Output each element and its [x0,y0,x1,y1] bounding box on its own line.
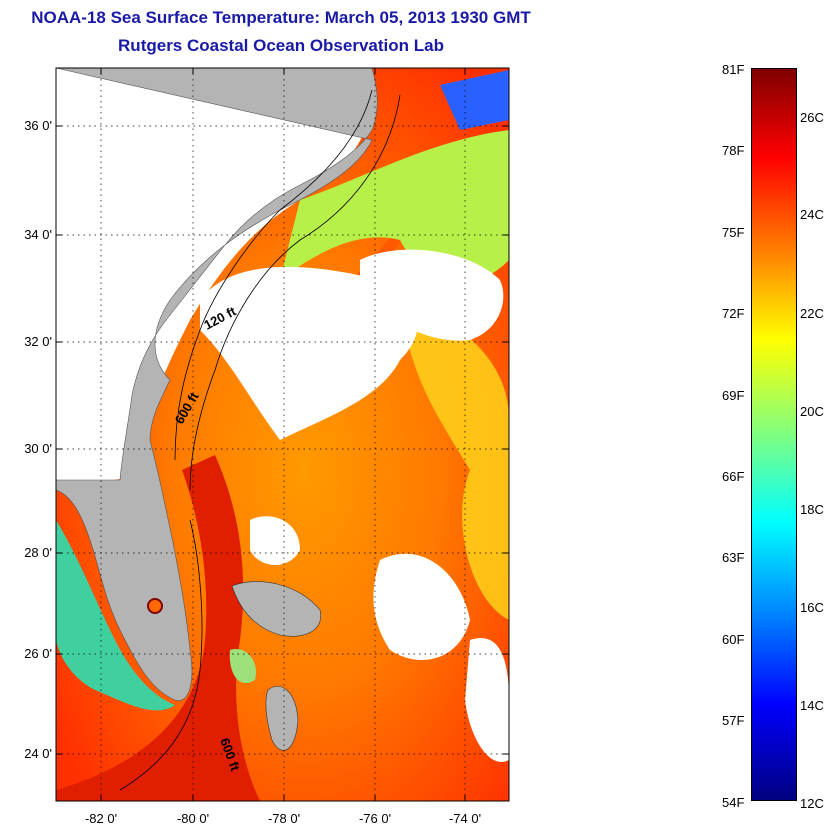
lat-label-26: 26 0' [24,646,52,661]
cb-f-60: 60F [722,632,745,647]
cb-f-63: 63F [722,550,745,565]
lon-label-78: -78 0' [268,811,300,826]
cb-c-26: 26C [800,110,824,125]
contour-600ft [189,94,401,491]
cb-f-78: 78F [722,143,745,158]
bahamas-island-1 [231,581,322,637]
lon-label-74: -74 0' [449,811,481,826]
yellow-waters [400,300,509,620]
axis-ticks [56,68,509,801]
cloud-cover-3 [373,553,470,660]
lat-label-24: 24 0' [24,746,52,761]
lat-label-28: 28 0' [24,545,52,560]
cb-c-22: 22C [800,306,824,321]
cb-f-69: 69F [722,388,745,403]
cold-water-blue [440,70,509,130]
cb-c-12: 12C [800,796,824,811]
cloud-cover-1 [200,266,418,440]
lat-label-36: 36 0' [24,118,52,133]
lake-okeechobee [147,598,163,614]
cloud-cover-2 [360,249,504,341]
cb-f-57: 57F [722,713,745,728]
cb-f-66: 66F [722,469,745,484]
cb-f-75: 75F [722,225,745,240]
lat-label-32: 32 0' [24,334,52,349]
cb-c-16: 16C [800,600,824,615]
sst-colorbar [751,68,797,801]
map-canvas: 120 ft 600 ft 600 ft [56,68,509,801]
land-mainland [56,68,378,701]
lon-label-80: -80 0' [177,811,209,826]
map-subtitle: Rutgers Coastal Ocean Observation Lab [118,36,444,55]
cb-f-54: 54F [722,795,745,810]
cb-c-18: 18C [800,502,824,517]
lat-label-34: 34 0' [24,227,52,242]
graticule [56,68,509,801]
cb-c-20: 20C [800,404,824,419]
bahamas-bank [229,649,256,684]
cb-c-24: 24C [800,207,824,222]
lon-label-82: -82 0' [85,811,117,826]
cb-c-14: 14C [800,698,824,713]
west-florida-shelf [56,520,175,711]
lat-label-30: 30 0' [24,441,52,456]
coastal-cloud [56,68,373,480]
map-frame [55,67,510,802]
cb-f-81: 81F [722,62,745,77]
cb-f-72: 72F [722,306,745,321]
lon-label-76: -76 0' [359,811,391,826]
contour-120ft [174,89,373,461]
shelf-water-green [280,130,509,282]
cloud-cover-4 [465,638,509,762]
bahamas-island-2 [265,685,299,751]
map-title: NOAA-18 Sea Surface Temperature: March 0… [31,8,531,27]
contour-600ft-south [119,519,203,791]
gulf-stream [56,455,260,801]
